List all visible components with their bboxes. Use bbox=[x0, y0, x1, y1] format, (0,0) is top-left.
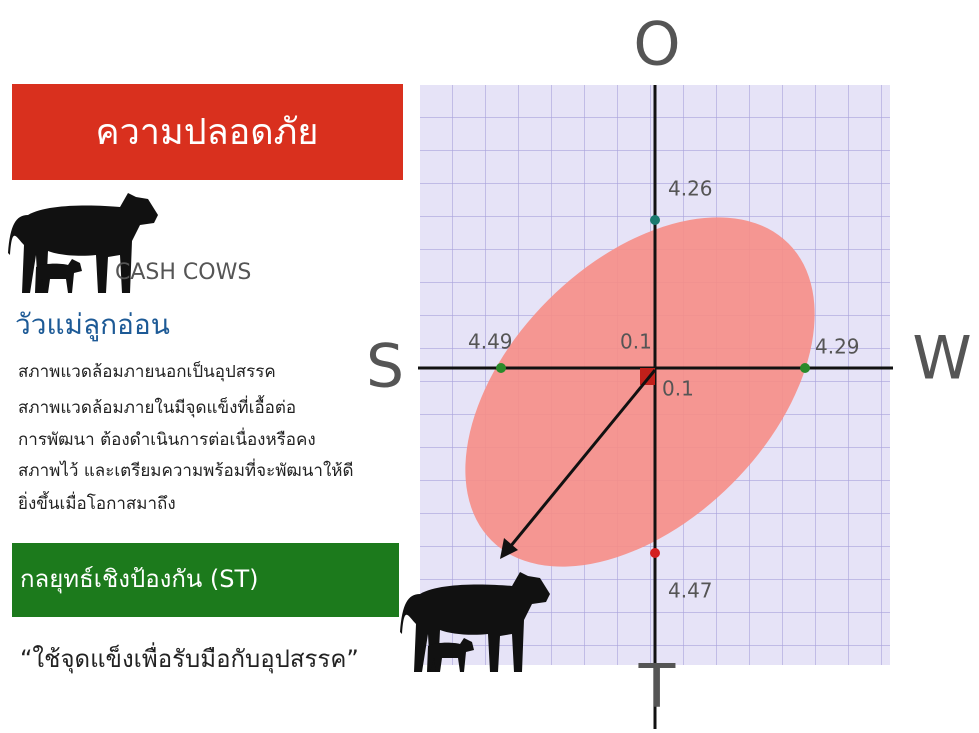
value-label: 0.1 bbox=[662, 377, 694, 401]
header-title: ความปลอดภัย bbox=[96, 112, 319, 153]
axis-label: S bbox=[366, 332, 404, 402]
value-label: 4.26 bbox=[668, 177, 713, 201]
point bbox=[650, 215, 660, 225]
axis-label: O bbox=[633, 10, 680, 80]
description-line: สภาพแวดล้อมภายในมีจุดแข็งที่เอื้อต่อ bbox=[18, 395, 296, 418]
quote: “ใช้จุดแข็งเพื่อรับมือกับอุปสรรค” bbox=[20, 642, 359, 674]
description-line: ยิ่งขึ้นเมื่อโอกาสมาถึง bbox=[18, 491, 176, 514]
point bbox=[650, 548, 660, 558]
description: สภาพแวดล้อมภายนอกเป็นอุปสรรค สภาพแวดล้อม… bbox=[18, 360, 354, 514]
infographic: ความปลอดภัย CASH COWS วัวแม่ลูกอ่อน สภาพ… bbox=[0, 0, 979, 729]
point bbox=[496, 363, 506, 373]
value-label: 4.47 bbox=[668, 579, 713, 603]
subtitle: วัวแม่ลูกอ่อน bbox=[15, 308, 170, 342]
value-label: 4.49 bbox=[468, 330, 513, 354]
value-label: 0.1 bbox=[620, 330, 652, 354]
description-line: สภาพแวดล้อมภายนอกเป็นอุปสรรค bbox=[18, 360, 276, 382]
strategy-title: กลยุทธ์เชิงป้องกัน (ST) bbox=[20, 565, 259, 594]
value-label: 4.29 bbox=[815, 335, 860, 359]
description-line: การพัฒนา ต้องดำเนินการต่อเนื่องหรือคง bbox=[18, 427, 316, 450]
cash-cows-label: CASH COWS bbox=[115, 260, 251, 285]
point bbox=[800, 363, 810, 373]
page: ความปลอดภัย CASH COWS วัวแม่ลูกอ่อน สภาพ… bbox=[0, 0, 979, 729]
description-line: สภาพไว้ และเตรียมความพร้อมที่จะพัฒนาให้ด… bbox=[18, 458, 353, 481]
axis-label: T bbox=[638, 652, 676, 722]
axis-label: W bbox=[912, 324, 971, 394]
